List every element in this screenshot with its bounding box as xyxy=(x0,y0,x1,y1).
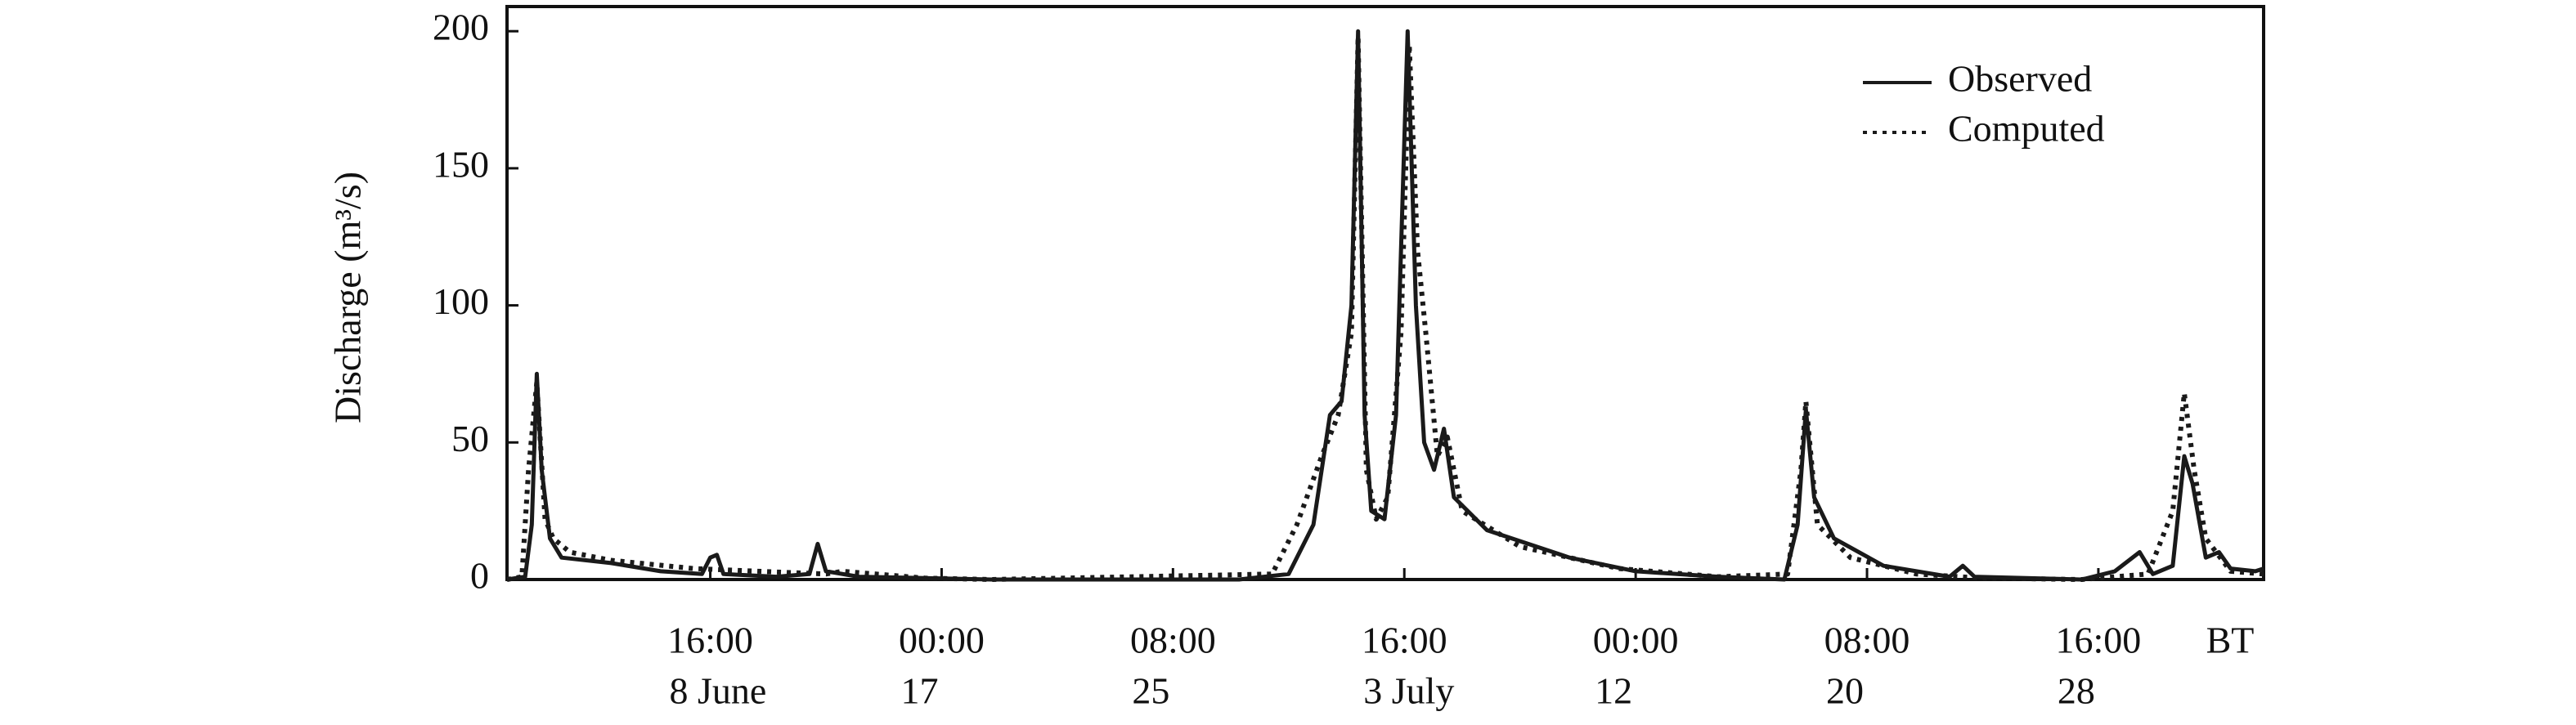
series-line xyxy=(506,29,2264,582)
legend-label: Observed xyxy=(1948,58,2092,100)
plot-frame xyxy=(505,5,2265,581)
x-tick-label: 00:00 xyxy=(1593,620,1679,661)
y-tick-label: 0 xyxy=(470,555,489,597)
legend-label: Computed xyxy=(1948,108,2105,150)
y-tick-label: 50 xyxy=(451,418,489,459)
y-tick-label: 100 xyxy=(433,280,489,322)
x-tick-date: 3 July xyxy=(1363,670,1454,712)
x-tick-label: 00:00 xyxy=(899,620,985,661)
y-tick-label: 150 xyxy=(433,143,489,185)
x-tick-label: 08:00 xyxy=(1824,620,1910,661)
x-unit-label: BT xyxy=(2206,620,2255,661)
x-tick-date: 28 xyxy=(2058,670,2095,712)
x-tick-date: 17 xyxy=(900,670,938,712)
x-tick-label: 16:00 xyxy=(667,620,753,661)
series-line xyxy=(506,34,2264,582)
y-tick-label: 200 xyxy=(433,7,489,48)
x-tick-label: 16:00 xyxy=(1362,620,1447,661)
x-tick-date: 12 xyxy=(1595,670,1632,712)
x-tick-date: 8 June xyxy=(670,670,767,712)
x-tick-date: 25 xyxy=(1132,670,1169,712)
x-tick-label: 08:00 xyxy=(1130,620,1216,661)
x-tick-label: 16:00 xyxy=(2056,620,2142,661)
x-tick-date: 20 xyxy=(1826,670,1864,712)
y-axis-label: Discharge (m³/s) xyxy=(327,172,369,423)
